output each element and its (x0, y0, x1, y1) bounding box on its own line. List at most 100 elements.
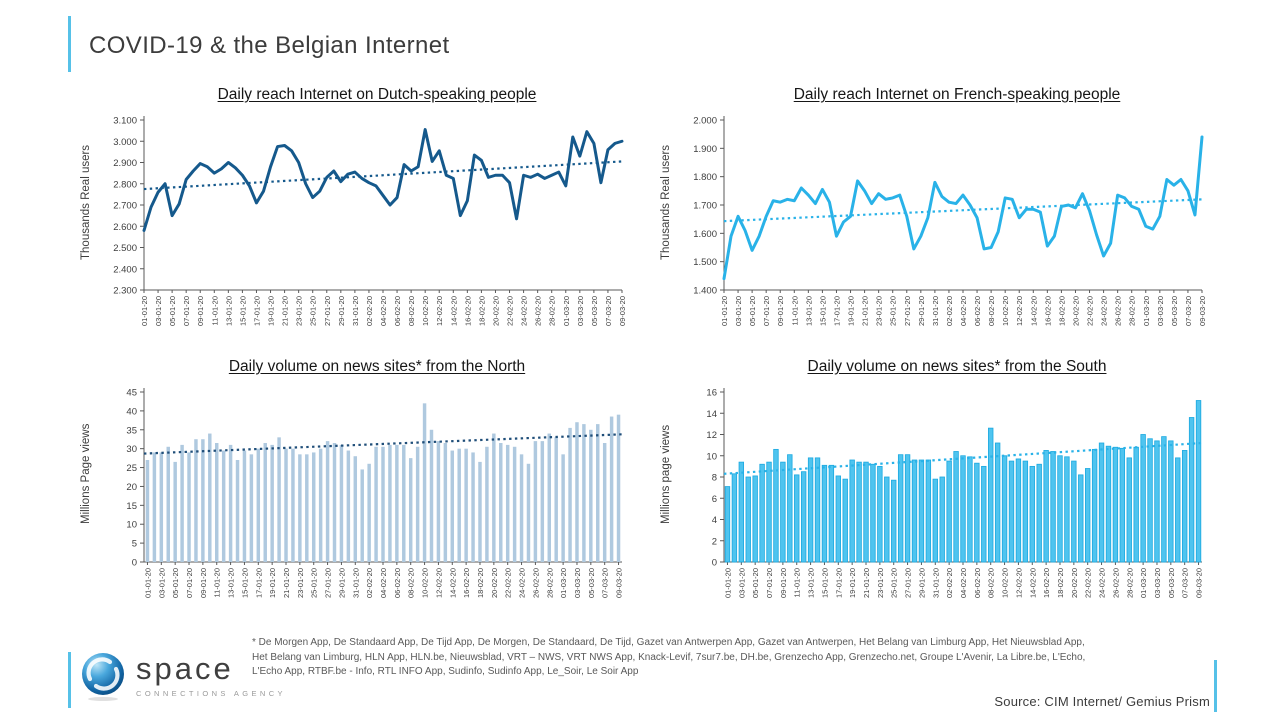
bar-plot-south: 0 2 4 6 8 10 12 14 16 01-01-20 03-01-20 05-01-20 07-… (674, 382, 1214, 614)
svg-text:08-02-20: 08-02-20 (407, 296, 416, 326)
svg-text:16-02-20: 16-02-20 (462, 568, 471, 598)
svg-text:17-01-20: 17-01-20 (834, 568, 843, 598)
svg-text:14-02-20: 14-02-20 (449, 296, 458, 326)
y-axis-title: Millions Page views (80, 423, 92, 525)
svg-text:2.400: 2.400 (113, 264, 137, 275)
svg-text:03-03-20: 03-03-20 (573, 568, 582, 598)
svg-text:6: 6 (712, 494, 717, 505)
svg-text:06-02-20: 06-02-20 (973, 296, 982, 326)
svg-text:19-01-20: 19-01-20 (847, 296, 856, 326)
svg-text:16: 16 (706, 388, 717, 399)
svg-text:04-02-20: 04-02-20 (379, 296, 388, 326)
svg-text:10: 10 (706, 451, 717, 462)
svg-text:12-02-20: 12-02-20 (435, 296, 444, 326)
svg-text:04-02-20: 04-02-20 (959, 296, 968, 326)
svg-text:15-01-20: 15-01-20 (238, 296, 247, 326)
svg-text:11-01-20: 11-01-20 (790, 296, 799, 325)
svg-text:13-01-20: 13-01-20 (804, 296, 813, 326)
bar-plot-north: 0 5 10 15 20 25 30 35 40 45 01-01-20 03-01-20 05-01-… (94, 382, 634, 614)
source-accent-bar (1214, 660, 1217, 712)
svg-text:03-03-20: 03-03-20 (1156, 296, 1165, 326)
y-axis-title: Millions page views (660, 424, 672, 524)
svg-text:27-01-20: 27-01-20 (903, 296, 912, 326)
svg-text:2.600: 2.600 (113, 222, 137, 233)
svg-text:29-01-20: 29-01-20 (917, 568, 926, 598)
svg-text:05-01-20: 05-01-20 (748, 296, 757, 326)
svg-text:23-01-20: 23-01-20 (296, 568, 305, 598)
line-plot-french: 1.400 1.500 1.600 1.700 1.800 1.900 2.000 01-01… (674, 110, 1214, 342)
svg-text:15-01-20: 15-01-20 (820, 568, 829, 598)
svg-text:03-01-20: 03-01-20 (734, 296, 743, 326)
svg-text:10-02-20: 10-02-20 (1001, 568, 1010, 598)
svg-text:25-01-20: 25-01-20 (310, 568, 319, 598)
svg-text:25: 25 (126, 463, 137, 474)
svg-text:10: 10 (126, 520, 137, 531)
svg-text:45: 45 (126, 388, 137, 399)
svg-text:11-01-20: 11-01-20 (793, 568, 802, 597)
logo-accent-bar (68, 652, 71, 708)
chart-body: Thousands Real users 2.300 2.400 2.500 2.60… (78, 110, 654, 342)
svg-text:19-01-20: 19-01-20 (268, 568, 277, 598)
svg-text:01-03-20: 01-03-20 (1139, 568, 1148, 598)
svg-text:07-01-20: 07-01-20 (762, 296, 771, 326)
svg-text:09-01-20: 09-01-20 (776, 296, 785, 326)
svg-text:09-03-20: 09-03-20 (618, 296, 627, 326)
space-logo: space CONNECTIONS AGENCY (80, 652, 286, 702)
svg-text:05-01-20: 05-01-20 (171, 568, 180, 598)
svg-text:02-02-20: 02-02-20 (365, 568, 374, 598)
svg-text:13-01-20: 13-01-20 (807, 568, 816, 598)
svg-text:03-03-20: 03-03-20 (576, 296, 585, 326)
svg-text:09-01-20: 09-01-20 (779, 568, 788, 598)
svg-text:22-02-20: 22-02-20 (1084, 568, 1093, 598)
svg-text:26-02-20: 26-02-20 (1111, 568, 1120, 598)
space-sphere-icon (82, 653, 124, 701)
footnote-line-1: * De Morgen App, De Standaard App, De Ti… (252, 637, 1085, 648)
svg-text:08-02-20: 08-02-20 (407, 568, 416, 598)
svg-text:12-02-20: 12-02-20 (1014, 568, 1023, 598)
source-label: Source: CIM Internet/ Gemius Prism (994, 694, 1210, 709)
footnote-line-2: Het Belang van Limburg, HLN App, HLN.be,… (252, 651, 1086, 663)
svg-text:18-02-20: 18-02-20 (477, 296, 486, 326)
footnote-line-3: L'Echo App, RTBF.be - Info, RTL INFO App… (252, 666, 639, 677)
svg-text:12-02-20: 12-02-20 (434, 568, 443, 598)
svg-text:17-01-20: 17-01-20 (254, 568, 263, 598)
svg-text:21-01-20: 21-01-20 (862, 568, 871, 598)
chart-north-volume: Daily volume on news sites* from the Nor… (78, 358, 654, 626)
svg-text:05-03-20: 05-03-20 (1170, 296, 1179, 326)
svg-text:30: 30 (126, 444, 137, 455)
svg-text:03-01-20: 03-01-20 (154, 296, 163, 326)
svg-text:07-03-20: 07-03-20 (604, 296, 613, 326)
svg-text:3.000: 3.000 (113, 137, 137, 148)
page-title: COVID-19 & the Belgian Internet (89, 32, 450, 59)
svg-text:05-03-20: 05-03-20 (590, 296, 599, 326)
footnote: * De Morgen App, De Standaard App, De Ti… (252, 636, 1212, 680)
svg-text:20-02-20: 20-02-20 (1070, 568, 1079, 598)
svg-text:1.700: 1.700 (693, 201, 717, 212)
svg-text:10-02-20: 10-02-20 (1001, 296, 1010, 326)
svg-text:28-02-20: 28-02-20 (1128, 296, 1137, 326)
svg-text:18-02-20: 18-02-20 (1057, 296, 1066, 326)
svg-text:07-03-20: 07-03-20 (601, 568, 610, 598)
chart-dutch-reach: Daily reach Internet on Dutch-speaking p… (78, 86, 654, 354)
svg-text:22-02-20: 22-02-20 (506, 296, 515, 326)
svg-text:16-02-20: 16-02-20 (463, 296, 472, 326)
chart-title: Daily volume on news sites* from the Sou… (807, 358, 1107, 375)
svg-text:3.100: 3.100 (113, 116, 137, 127)
chart-title: Daily reach Internet on Dutch-speaking p… (217, 86, 537, 103)
svg-text:18-02-20: 18-02-20 (476, 568, 485, 598)
chart-title: Daily volume on news sites* from the Nor… (228, 358, 526, 375)
svg-text:07-01-20: 07-01-20 (185, 568, 194, 598)
svg-text:10-02-20: 10-02-20 (421, 568, 430, 598)
svg-text:35: 35 (126, 425, 137, 436)
svg-text:07-03-20: 07-03-20 (1181, 568, 1190, 598)
svg-text:26-02-20: 26-02-20 (531, 568, 540, 598)
svg-text:23-01-20: 23-01-20 (876, 568, 885, 598)
svg-text:15: 15 (126, 501, 137, 512)
svg-text:07-03-20: 07-03-20 (1184, 296, 1193, 326)
svg-text:09-01-20: 09-01-20 (199, 568, 208, 598)
svg-text:21-01-20: 21-01-20 (861, 296, 870, 326)
svg-text:09-01-20: 09-01-20 (196, 296, 205, 326)
svg-text:06-02-20: 06-02-20 (393, 568, 402, 598)
svg-text:01-01-20: 01-01-20 (143, 568, 152, 598)
svg-text:2.300: 2.300 (113, 286, 137, 297)
